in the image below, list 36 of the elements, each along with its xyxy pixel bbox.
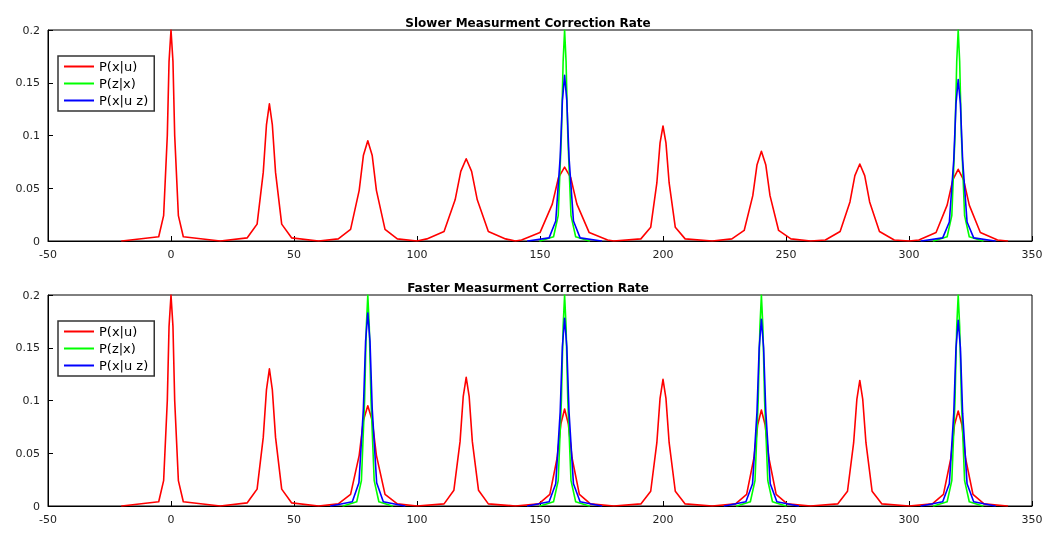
x-tick-label: -50: [39, 513, 57, 526]
y-tick-label: 0.2: [22, 288, 40, 302]
legend-label: P(x|u z): [99, 358, 149, 373]
x-tick-label: 350: [1021, 248, 1043, 261]
y-tick-label: 0.05: [15, 181, 40, 195]
x-tick-label: 200: [652, 513, 674, 526]
legend-label: P(x|u z): [99, 93, 149, 108]
x-tick-label: 300: [898, 513, 920, 526]
y-tick-label: 0: [33, 499, 40, 513]
legend-label: P(x|u): [99, 59, 138, 74]
x-tick-label: 100: [406, 513, 428, 526]
x-tick-label: 150: [529, 248, 551, 261]
y-tick-label: 0.05: [15, 446, 40, 460]
y-tick-label: 0.15: [15, 76, 40, 90]
y-tick-label: 0.1: [22, 394, 40, 407]
x-tick-label: 50: [287, 513, 301, 526]
x-tick-label: 250: [775, 248, 797, 261]
y-tick-label: 0: [33, 234, 40, 248]
x-tick-label: 100: [406, 248, 428, 261]
chart-title: Slower Measurment Correction Rate: [405, 16, 651, 30]
x-tick-label: 300: [898, 248, 920, 261]
x-tick-label: 250: [775, 513, 797, 526]
x-tick-label: 0: [167, 513, 175, 526]
y-tick-label: 0.2: [22, 23, 40, 37]
legend-label: P(z|x): [99, 76, 136, 91]
x-tick-label: 350: [1021, 513, 1043, 526]
x-tick-label: 150: [529, 513, 551, 526]
y-tick-label: 0.1: [22, 129, 40, 142]
x-tick-label: 50: [287, 248, 301, 261]
chart-title: Faster Measurment Correction Rate: [407, 281, 649, 295]
x-tick-label: 0: [167, 248, 175, 261]
legend-label: P(z|x): [99, 341, 136, 356]
x-tick-label: 200: [652, 248, 674, 261]
legend-label: P(x|u): [99, 324, 138, 339]
y-tick-label: 0.15: [15, 341, 40, 355]
x-tick-label: -50: [39, 248, 57, 261]
